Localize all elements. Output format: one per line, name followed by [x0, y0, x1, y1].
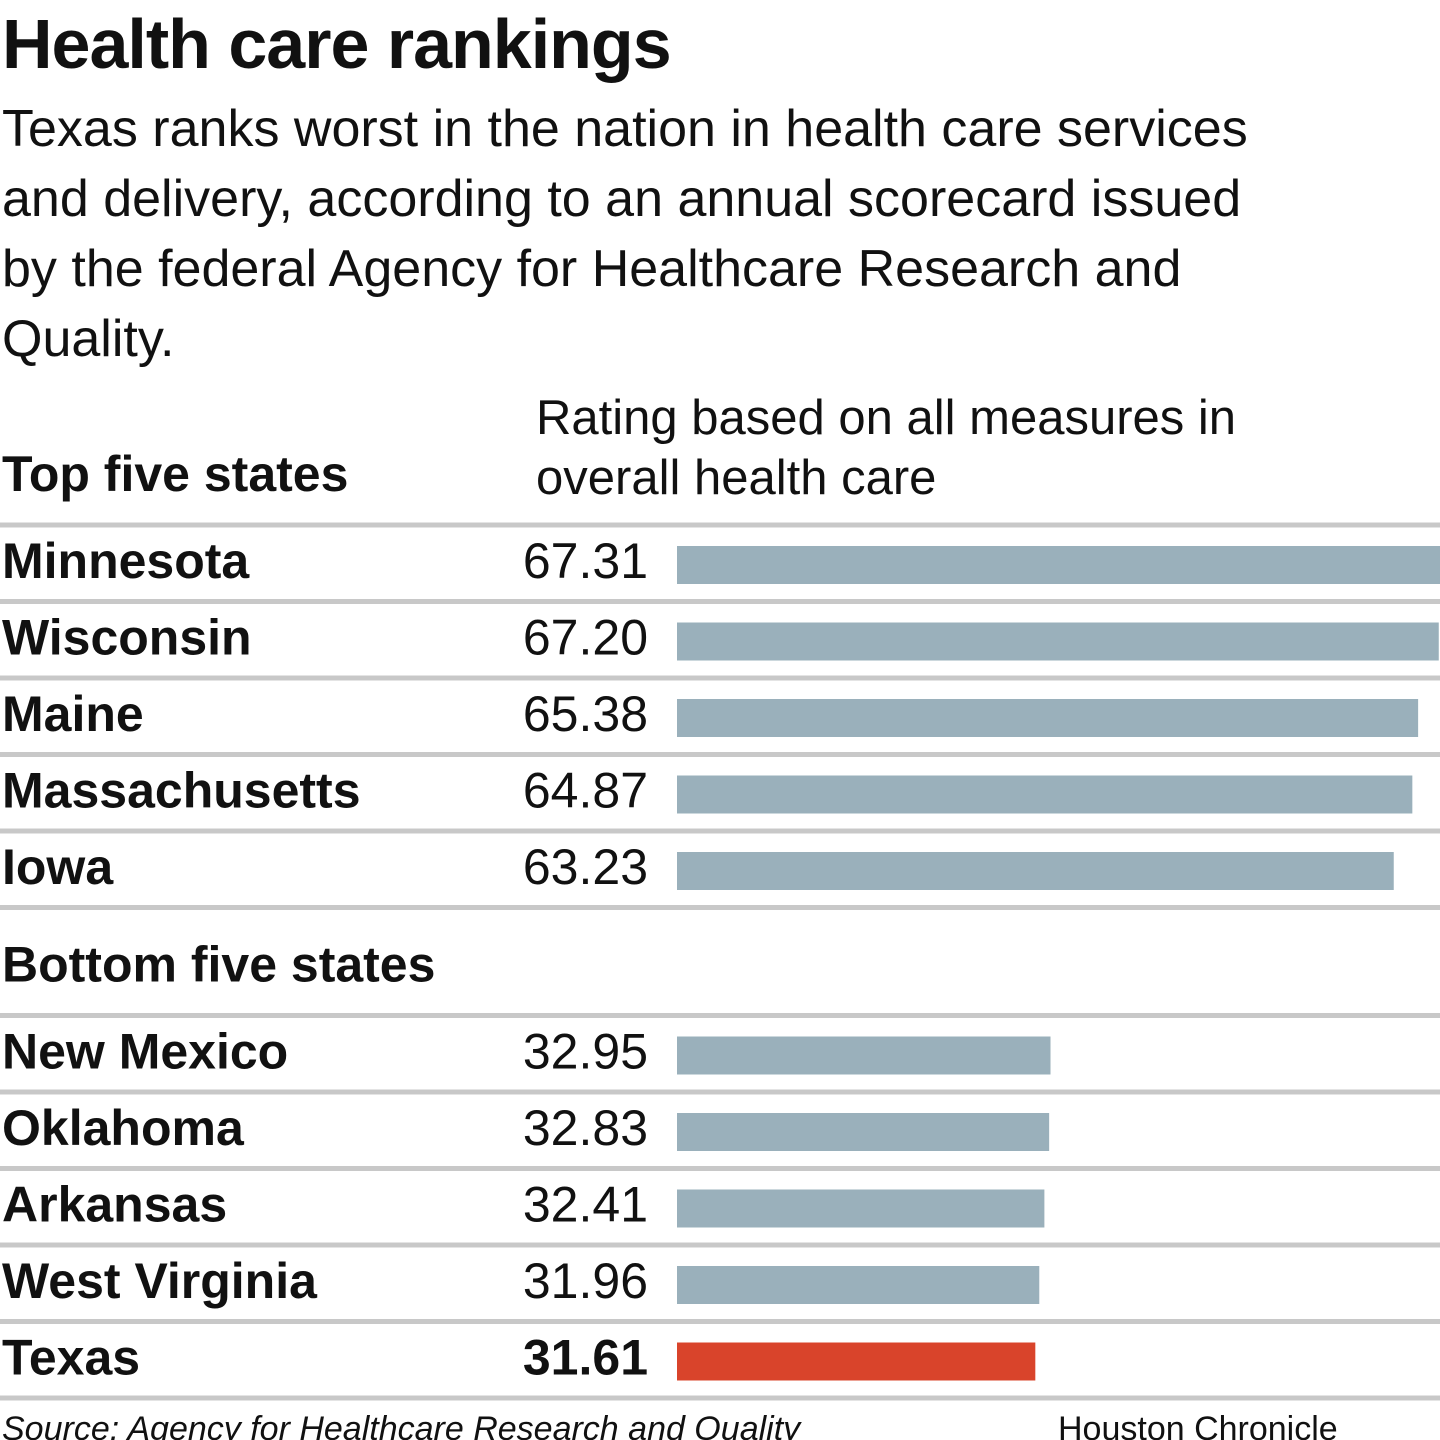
category-label: Wisconsin — [2, 610, 252, 666]
value-header: Rating based on all measures in overall … — [536, 391, 1237, 505]
category-label: Texas — [2, 1330, 140, 1386]
bar — [677, 1036, 1051, 1075]
chart-subtitle: Texas ranks worst in the nation in healt… — [2, 100, 1248, 368]
category-label: New Mexico — [2, 1024, 288, 1080]
bar — [677, 1189, 1045, 1228]
value-label: 32.41 — [523, 1177, 648, 1233]
value-label: 31.61 — [523, 1330, 648, 1386]
category-label: Massachusetts — [2, 763, 361, 819]
bar — [677, 775, 1413, 814]
bar — [677, 1113, 1050, 1151]
value-label: 32.83 — [523, 1100, 648, 1156]
value-label: 64.87 — [523, 763, 648, 819]
category-label: Minnesota — [2, 533, 250, 589]
bar — [677, 852, 1394, 890]
value-label: 67.20 — [523, 610, 648, 666]
credit: Houston Chronicle — [1058, 1410, 1338, 1440]
category-label: Arkansas — [2, 1177, 227, 1233]
value-label: 67.31 — [523, 533, 648, 589]
category-label: Oklahoma — [2, 1100, 245, 1156]
value-label: 32.95 — [523, 1024, 648, 1080]
bar — [677, 1342, 1036, 1381]
value-label: 31.96 — [523, 1253, 648, 1309]
bar — [677, 1266, 1040, 1304]
bar — [677, 622, 1439, 661]
chart-title: Health care rankings — [2, 5, 672, 83]
group-label: Bottom five states — [2, 937, 435, 993]
group-label: Top five states — [2, 446, 348, 502]
source: Source: Agency for Healthcare Research a… — [2, 1410, 801, 1440]
bar — [677, 546, 1440, 584]
value-label: 63.23 — [523, 839, 648, 895]
bar — [677, 699, 1419, 737]
category-label: Maine — [2, 686, 144, 742]
category-label: Iowa — [2, 839, 114, 895]
value-label: 65.38 — [523, 686, 648, 742]
category-label: West Virginia — [2, 1253, 318, 1309]
